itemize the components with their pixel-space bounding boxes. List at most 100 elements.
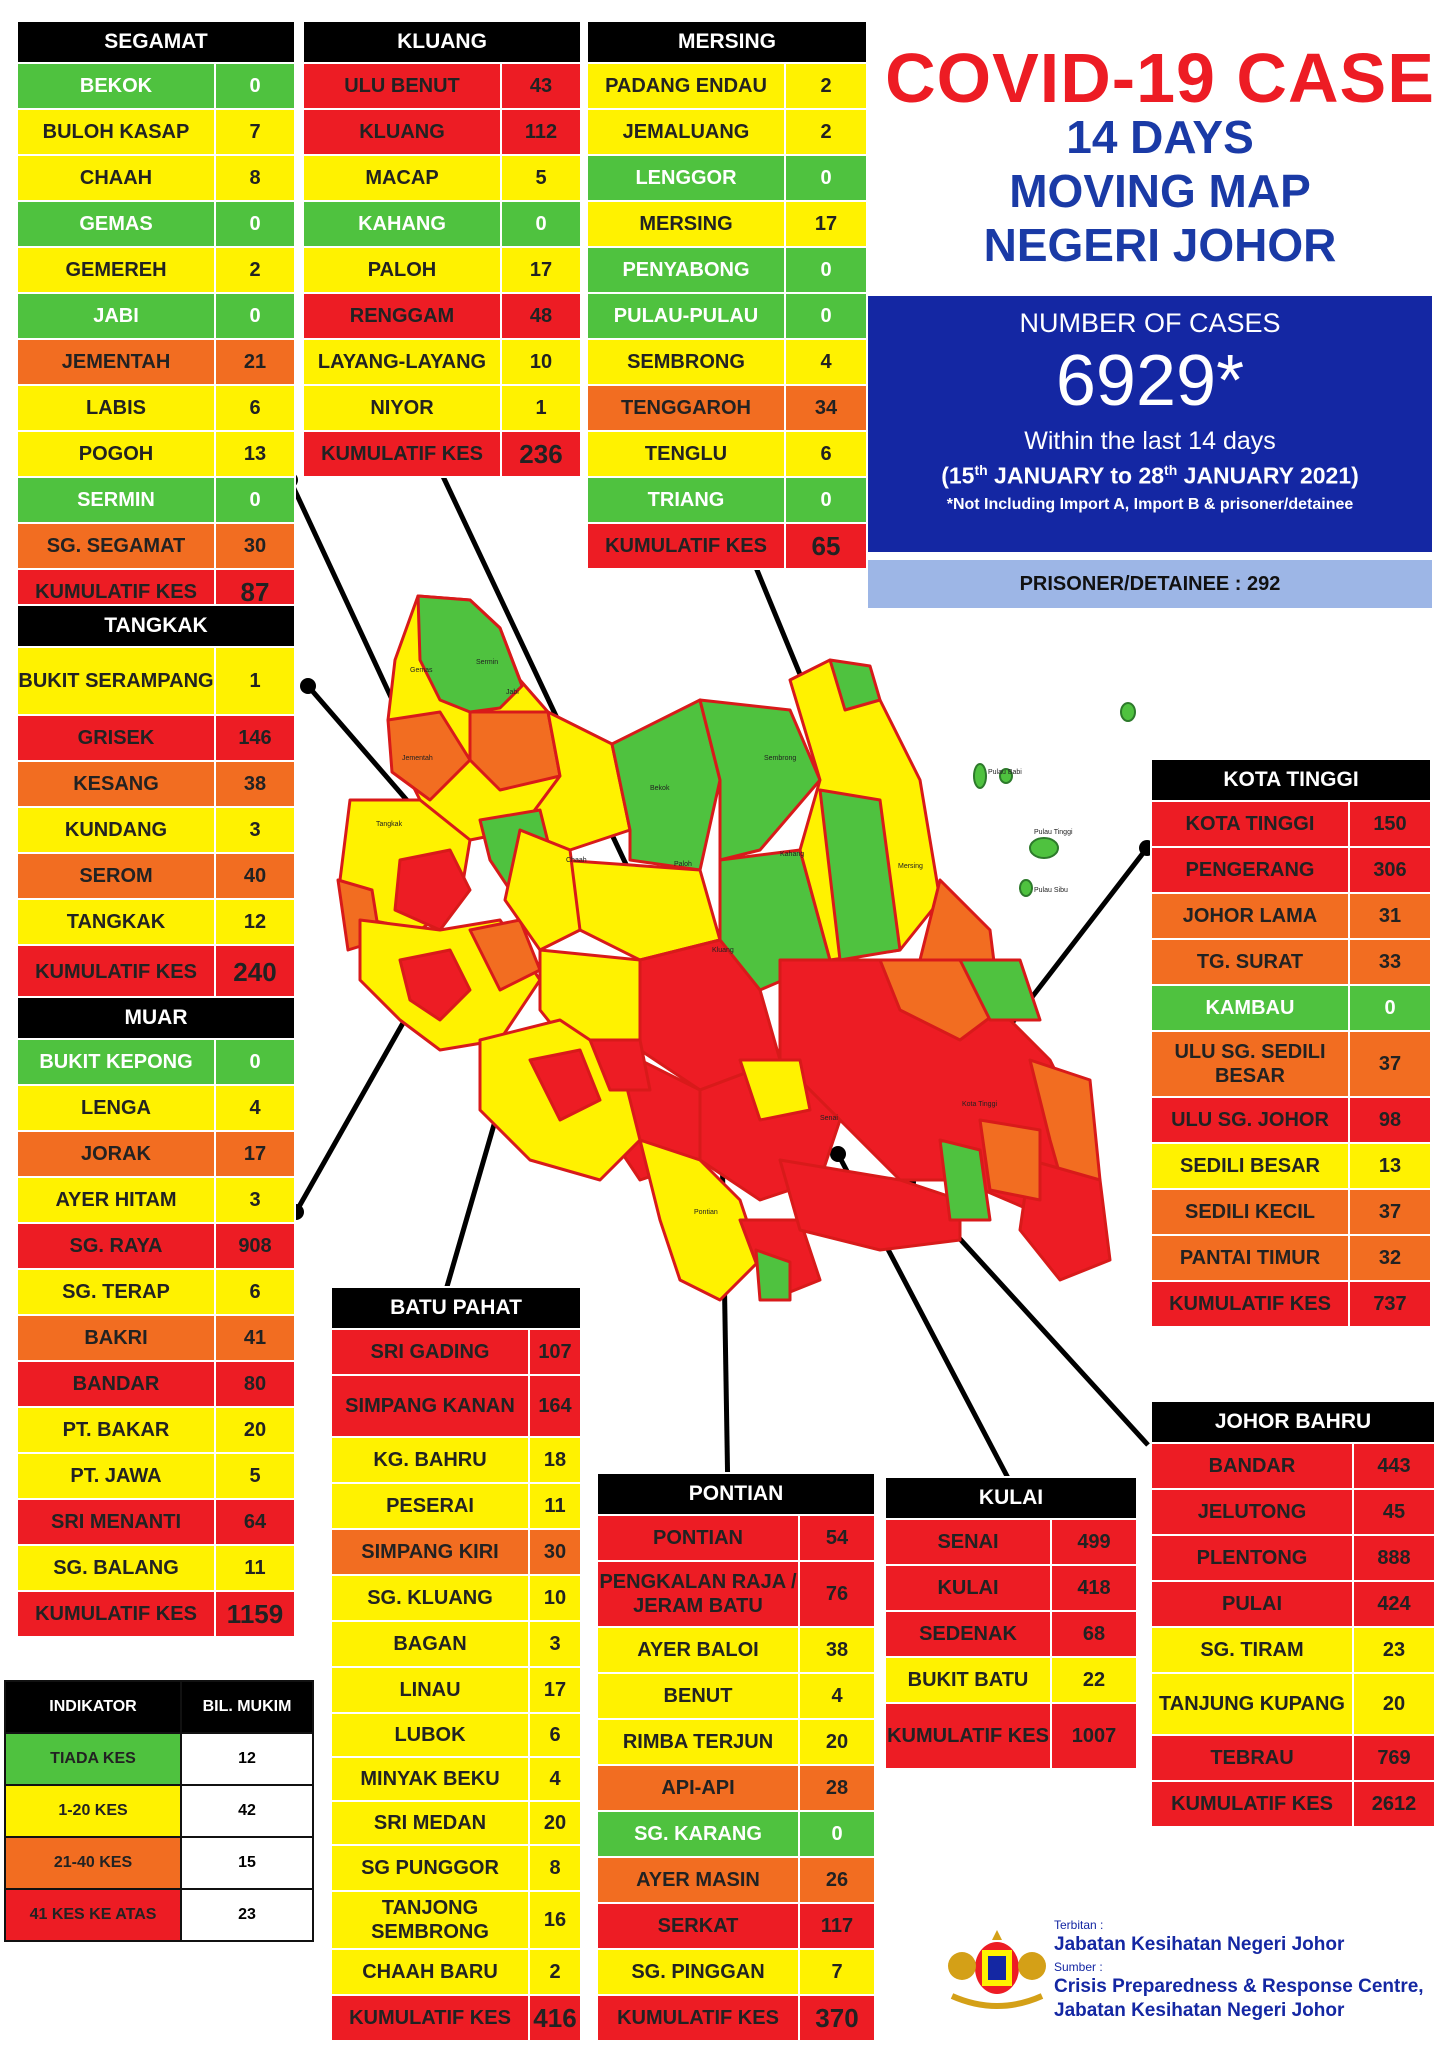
table-row: BULOH KASAP 7 xyxy=(16,108,296,156)
table-row: JOHOR LAMA 31 xyxy=(1150,892,1432,940)
mukim-name: BUKIT KEPONG xyxy=(16,1038,216,1086)
mukim-cases: 33 xyxy=(1348,938,1432,986)
map-label-bekok: Bekok xyxy=(650,785,670,792)
mukim-name: KESANG xyxy=(16,760,216,808)
map-region-pengerang xyxy=(1018,1158,1112,1282)
map-region-jementah xyxy=(386,710,472,802)
table-row: BENUT 4 xyxy=(596,1672,876,1720)
mukim-cases: 28 xyxy=(798,1764,876,1812)
district-table-kluang: KLUANG ULU BENUT 43 KLUANG 112 MACAP 5 KAHANG 0 P… xyxy=(302,20,582,478)
date-range-sup: th xyxy=(974,462,988,478)
table-row: TENGGAROH 34 xyxy=(586,384,868,432)
total-value: 236 xyxy=(500,430,582,478)
mukim-name: TANJONG SEMBRONG xyxy=(330,1890,530,1950)
table-row: KLUANG 112 xyxy=(302,108,582,156)
table-row: KOTA TINGGI 150 xyxy=(1150,800,1432,848)
table-row: ULU SG. JOHOR 98 xyxy=(1150,1096,1432,1144)
mukim-cases: 499 xyxy=(1050,1518,1138,1566)
mukim-name: JABI xyxy=(16,292,216,340)
mukim-name: TEBRAU xyxy=(1150,1734,1354,1782)
mukim-name: SG. TERAP xyxy=(16,1268,216,1316)
mukim-name: BANDAR xyxy=(16,1360,216,1408)
table-row: BUKIT KEPONG 0 xyxy=(16,1038,296,1086)
mukim-name: SERMIN xyxy=(16,476,216,524)
date-range-part: JANUARY to 28 xyxy=(987,462,1165,489)
table-row: TG. SURAT 33 xyxy=(1150,938,1432,986)
table-row: TANJUNG KUPANG 20 xyxy=(1150,1672,1436,1736)
table-row: TANGKAK 12 xyxy=(16,898,296,946)
table-row: KAHANG 0 xyxy=(302,200,582,248)
mukim-cases: 40 xyxy=(214,852,296,900)
table-row: PULAI 424 xyxy=(1150,1580,1436,1628)
map-region-sungai-segamat xyxy=(468,710,562,792)
legend-count: 23 xyxy=(180,1888,314,1942)
mukim-cases: 8 xyxy=(214,154,296,202)
total-value: 370 xyxy=(798,1994,876,2042)
table-row: PALOH 17 xyxy=(302,246,582,294)
mukim-name: ULU SG. SEDILI BESAR xyxy=(1150,1030,1350,1098)
table-row: PONTIAN 54 xyxy=(596,1514,876,1562)
subtitle-line-2: MOVING MAP xyxy=(1009,165,1311,217)
mukim-cases: 1 xyxy=(500,384,582,432)
district-name: PONTIAN xyxy=(596,1472,876,1516)
map-island-pulau-sibu xyxy=(1019,879,1033,897)
table-row: CHAAH 8 xyxy=(16,154,296,202)
mukim-cases: 80 xyxy=(214,1360,296,1408)
table-row: JEMENTAH 21 xyxy=(16,338,296,386)
mukim-name: SG. KARANG xyxy=(596,1810,800,1858)
mukim-name: SRI MENANTI xyxy=(16,1498,216,1546)
mukim-cases: 20 xyxy=(528,1800,582,1846)
table-row: API-API 28 xyxy=(596,1764,876,1812)
mukim-name: NIYOR xyxy=(302,384,502,432)
legend-header-bil-mukim: BIL. MUKIM xyxy=(180,1680,314,1734)
mukim-cases: 18 xyxy=(528,1436,582,1484)
mukim-cases: 17 xyxy=(528,1666,582,1714)
mukim-name: TANGKAK xyxy=(16,898,216,946)
mukim-name: KULAI xyxy=(884,1564,1052,1612)
mukim-name: SEDILI KECIL xyxy=(1150,1188,1350,1236)
total-row: KUMULATIF KES 1159 xyxy=(16,1590,296,1638)
table-row: GRISEK 146 xyxy=(16,714,296,762)
mukim-cases: 54 xyxy=(798,1514,876,1562)
mukim-cases: 5 xyxy=(214,1452,296,1500)
mukim-cases: 30 xyxy=(214,522,296,570)
table-row: RIMBA TERJUN 20 xyxy=(596,1718,876,1766)
table-row: SEDILI KECIL 37 xyxy=(1150,1188,1432,1236)
map-region-layang xyxy=(738,1058,812,1122)
mukim-name: SG. TIRAM xyxy=(1150,1626,1354,1674)
total-value: 1159 xyxy=(214,1590,296,1638)
mukim-cases: 117 xyxy=(798,1902,876,1950)
mukim-name: LUBOK xyxy=(330,1712,530,1758)
district-name: TANGKAK xyxy=(16,604,296,648)
table-row: SG PUNGGOR 8 xyxy=(330,1844,582,1892)
map-label-gemas: Gemas xyxy=(410,667,433,674)
mukim-name: KG. BAHRU xyxy=(330,1436,530,1484)
mukim-cases: 2 xyxy=(784,108,868,156)
table-row: KUNDANG 3 xyxy=(16,806,296,854)
map-label-pulau-sibu: Pulau Sibu xyxy=(1034,887,1068,894)
mukim-name: CHAAH BARU xyxy=(330,1948,530,1996)
table-row: BAGAN 3 xyxy=(330,1620,582,1668)
map-label-chaah: Chaah xyxy=(566,857,587,864)
mukim-cases: 6 xyxy=(784,430,868,478)
mukim-cases: 26 xyxy=(798,1856,876,1904)
mukim-name: PENGERANG xyxy=(1150,846,1350,894)
map-region-pontian xyxy=(638,1138,762,1302)
table-row: BUKIT BATU 22 xyxy=(884,1656,1138,1704)
map-label-pulau-tinggi: Pulau Tinggi xyxy=(1034,829,1073,836)
table-row: MERSING 17 xyxy=(586,200,868,248)
table-row: SENAI 499 xyxy=(884,1518,1138,1566)
table-row: BEKOK 0 xyxy=(16,62,296,110)
map-label-kota-tinggi: Kota Tinggi xyxy=(962,1101,997,1108)
total-row: KUMULATIF KES 416 xyxy=(330,1994,582,2042)
mukim-cases: 0 xyxy=(784,154,868,202)
mukim-name: JOHOR LAMA xyxy=(1150,892,1350,940)
table-row: JABI 0 xyxy=(16,292,296,340)
total-row: KUMULATIF KES 370 xyxy=(596,1994,876,2042)
table-row: SERKAT 117 xyxy=(596,1902,876,1950)
mukim-name: AYER HITAM xyxy=(16,1176,216,1224)
mukim-cases: 38 xyxy=(214,760,296,808)
mukim-cases: 17 xyxy=(214,1130,296,1178)
mukim-cases: 12 xyxy=(214,898,296,946)
